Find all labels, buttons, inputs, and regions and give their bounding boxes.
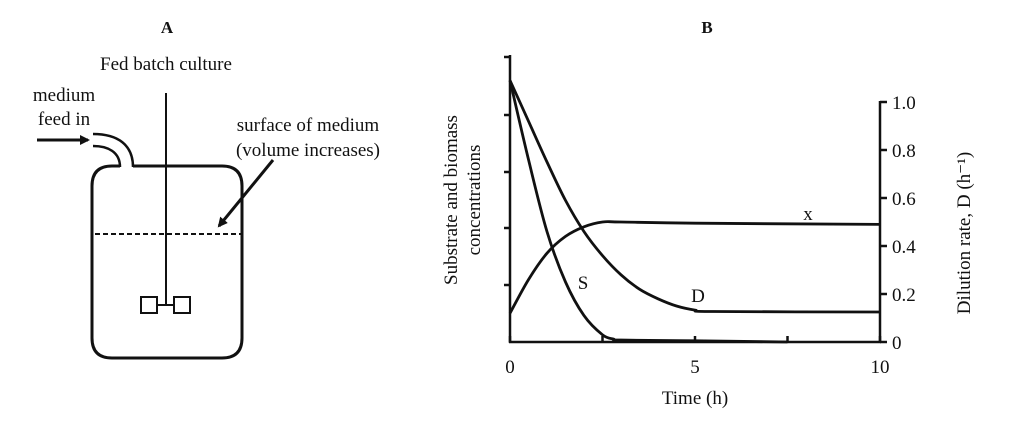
impeller-blade-left [140, 296, 158, 314]
right-tick-label: 0.4 [892, 237, 916, 258]
x-axis-label: Time (h) [662, 388, 728, 409]
feed-pipe [92, 132, 135, 168]
right-axis-label: Dilution rate, D (h⁻¹) [954, 152, 975, 314]
right-tick-label: 0.8 [892, 141, 916, 162]
feed-label-line1: medium [33, 85, 95, 106]
x-tick-label: 5 [690, 357, 700, 378]
series-label-D: D [691, 286, 705, 307]
impeller-blade-right [173, 296, 191, 314]
right-tick-label: 0.6 [892, 189, 916, 210]
left-axis-label-line1: Substrate and biomass [441, 115, 462, 285]
feed-label-line2: feed in [38, 109, 91, 130]
x-tick-label: 10 [871, 357, 890, 378]
panel-a-title: Fed batch culture [100, 54, 232, 75]
series-line-S [508, 80, 788, 344]
vessel [90, 164, 244, 360]
series-line-D [508, 79, 881, 314]
surface-arrow [217, 159, 275, 228]
right-tick-label: 0.2 [892, 285, 916, 306]
series-labels: x S D [578, 204, 814, 307]
x-axis-ticks: 0 5 10 [505, 336, 890, 378]
series-label-x: x [803, 204, 813, 225]
x-tick-label: 0 [505, 357, 515, 378]
chart-series [508, 79, 881, 344]
right-tick-label: 1.0 [892, 93, 916, 114]
left-axis-label-line2: concentrations [464, 145, 485, 256]
panel-a: A Fed batch culture medium feed in surfa… [33, 18, 380, 360]
panel-b: B 0 5 10 0 0.2 0.4 0.6 0.8 1.0 x S D Time (h) Sub… [441, 18, 975, 409]
surface-label-line2: (volume increases) [236, 140, 380, 161]
left-axis-ticks [504, 55, 510, 287]
panel-b-letter: B [701, 18, 712, 37]
right-tick-label: 0 [892, 333, 902, 354]
series-label-S: S [578, 273, 589, 294]
series-line-x [508, 220, 881, 314]
surface-label-line1: surface of medium [237, 115, 380, 136]
panel-a-letter: A [161, 18, 174, 37]
right-axis-ticks: 0 0.2 0.4 0.6 0.8 1.0 [880, 93, 916, 354]
